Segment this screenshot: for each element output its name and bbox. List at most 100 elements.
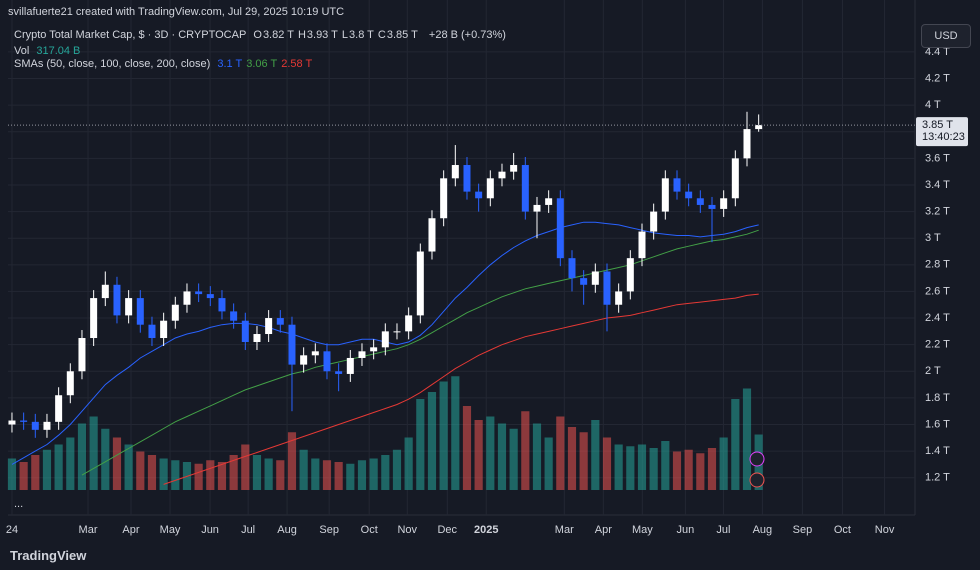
candle-body bbox=[557, 198, 564, 258]
candles bbox=[8, 112, 762, 438]
volume-bar bbox=[708, 448, 716, 490]
candle-body bbox=[288, 325, 295, 365]
ohlc-key: H bbox=[298, 29, 306, 41]
ohlc-value: 3.85 T bbox=[387, 29, 418, 41]
x-tick-label: May bbox=[160, 524, 181, 536]
volume-bar bbox=[218, 462, 226, 490]
y-tick-label: 2.8 T bbox=[925, 259, 950, 271]
currency-button[interactable]: USD bbox=[921, 24, 971, 48]
candle-body bbox=[242, 321, 249, 342]
volume-bar bbox=[171, 460, 179, 490]
candle-body bbox=[312, 351, 319, 355]
legend-vol: Vol 317.04 B bbox=[14, 45, 84, 57]
candle-body bbox=[172, 305, 179, 321]
x-tick-label: Nov bbox=[397, 524, 417, 536]
candle-body bbox=[253, 334, 260, 342]
volume-bar bbox=[498, 424, 506, 491]
volume-bar bbox=[125, 445, 133, 491]
candle-body bbox=[207, 294, 214, 298]
candle-body bbox=[183, 291, 190, 304]
candle-body bbox=[78, 338, 85, 371]
volume-bar bbox=[381, 455, 389, 490]
volume-bar bbox=[731, 399, 739, 490]
candle-body bbox=[300, 355, 307, 364]
event-icon[interactable] bbox=[750, 452, 764, 466]
candle-body bbox=[102, 285, 109, 298]
vol-value: 317.04 B bbox=[36, 45, 80, 57]
x-tick-label: Sep bbox=[319, 524, 339, 536]
candle-body bbox=[568, 258, 575, 278]
y-tick-label: 3.2 T bbox=[925, 205, 950, 217]
volume-bar bbox=[416, 399, 424, 490]
candle-body bbox=[277, 318, 284, 325]
sma-line bbox=[164, 294, 759, 484]
y-tick-label: 1.2 T bbox=[925, 472, 950, 484]
sma-value: 2.58 T bbox=[281, 58, 312, 70]
candle-body bbox=[662, 178, 669, 211]
x-tick-label: Jun bbox=[201, 524, 219, 536]
candle-body bbox=[463, 165, 470, 192]
volume-bar bbox=[720, 438, 728, 491]
volume-bar bbox=[428, 392, 436, 490]
candle-body bbox=[323, 351, 330, 371]
y-tick-label: 2 T bbox=[925, 365, 941, 377]
x-tick-label: Jul bbox=[716, 524, 730, 536]
candle-body bbox=[393, 331, 400, 332]
grid bbox=[8, 0, 915, 515]
volume-bar bbox=[696, 453, 704, 490]
candle-body bbox=[67, 371, 74, 395]
volume-bar bbox=[615, 445, 623, 491]
candle-body bbox=[498, 172, 505, 179]
x-tick-label: Apr bbox=[595, 524, 612, 536]
ohlc-value: 3.93 T bbox=[307, 29, 338, 41]
volume-bar bbox=[323, 460, 331, 490]
x-tick-label: Jul bbox=[241, 524, 255, 536]
x-tick-label: Apr bbox=[122, 524, 139, 536]
ohlc-value: 3.82 T bbox=[263, 29, 294, 41]
ohlc-key: L bbox=[342, 29, 348, 41]
volume-bar bbox=[335, 462, 343, 490]
volume-bar bbox=[451, 376, 459, 490]
candle-body bbox=[55, 395, 62, 422]
candle-body bbox=[487, 178, 494, 198]
volume-bar bbox=[568, 427, 576, 490]
x-tick-label: Mar bbox=[555, 524, 574, 536]
volume-bar bbox=[358, 460, 366, 490]
volume-bar bbox=[241, 445, 249, 491]
volume-pane bbox=[8, 376, 763, 490]
x-tick-label: 24 bbox=[6, 524, 18, 536]
volume-bar bbox=[743, 389, 751, 491]
candle-body bbox=[720, 198, 727, 209]
volume-bar bbox=[311, 459, 319, 491]
candle-body bbox=[755, 125, 762, 129]
volume-bar bbox=[545, 438, 553, 491]
candle-body bbox=[592, 271, 599, 284]
volume-bar bbox=[43, 450, 51, 490]
volume-bar bbox=[685, 450, 693, 490]
candle-body bbox=[32, 422, 39, 430]
more[interactable]: ... bbox=[14, 498, 23, 510]
x-tick-label: May bbox=[632, 524, 653, 536]
volume-bar bbox=[20, 462, 28, 490]
volume-bar bbox=[463, 406, 471, 490]
volume-bar bbox=[405, 438, 413, 491]
candle-body bbox=[8, 421, 15, 425]
y-tick-label: 2.4 T bbox=[925, 312, 950, 324]
candle-body bbox=[113, 285, 120, 316]
x-tick-label: Sep bbox=[793, 524, 813, 536]
sma-key: SMAs (50, close, 100, close, 200, close) bbox=[14, 58, 210, 70]
candle-body bbox=[615, 291, 622, 304]
candle-body bbox=[20, 421, 27, 422]
candle-body bbox=[358, 351, 365, 358]
candle-body bbox=[673, 178, 680, 191]
candle-body bbox=[475, 192, 482, 199]
volume-bar bbox=[66, 438, 74, 491]
y-tick-label: 2.6 T bbox=[925, 285, 950, 297]
event-icon[interactable] bbox=[750, 473, 764, 487]
credit: svillafuerte21 created with TradingView.… bbox=[8, 6, 344, 18]
volume-bar bbox=[533, 424, 541, 491]
x-tick-label: Nov bbox=[875, 524, 895, 536]
y-tick-label: 4.2 T bbox=[925, 72, 950, 84]
legend-sma: SMAs (50, close, 100, close, 200, close)… bbox=[14, 58, 316, 70]
